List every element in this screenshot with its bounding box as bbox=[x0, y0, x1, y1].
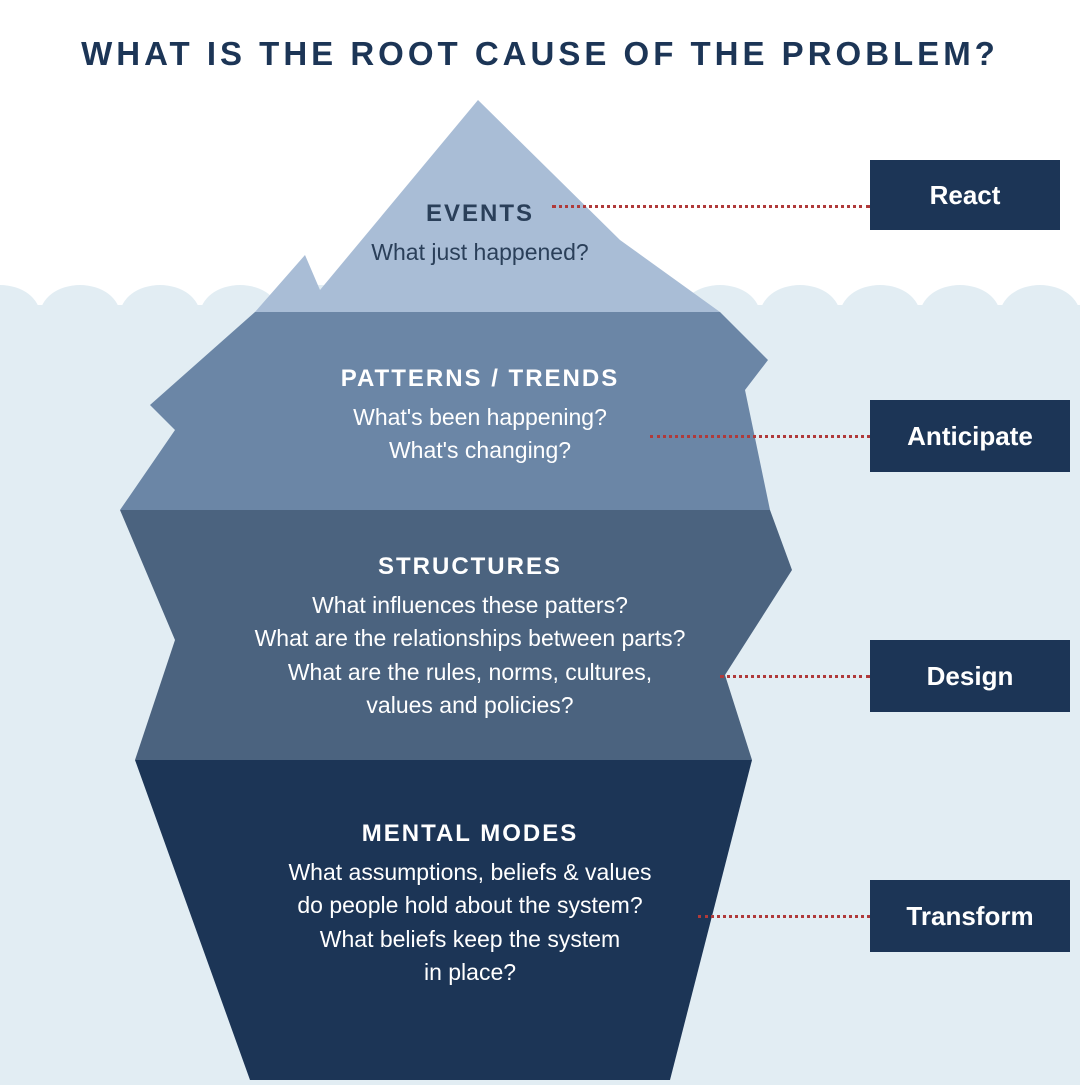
action-react: React bbox=[870, 160, 1060, 230]
action-anticipate: Anticipate bbox=[870, 400, 1070, 472]
layer-events: EVENTS What just happened? bbox=[200, 200, 760, 269]
action-label: Design bbox=[927, 661, 1014, 692]
layer-question: in place? bbox=[190, 956, 750, 989]
action-design: Design bbox=[870, 640, 1070, 712]
layer-title: STRUCTURES bbox=[190, 553, 750, 581]
action-label: React bbox=[930, 180, 1001, 211]
layer-question: What beliefs keep the system bbox=[190, 923, 750, 956]
action-transform: Transform bbox=[870, 880, 1070, 952]
layer-title: PATTERNS / TRENDS bbox=[200, 365, 760, 393]
connector-anticipate bbox=[650, 435, 870, 438]
layer-question: What assumptions, beliefs & values bbox=[190, 856, 750, 889]
layer-question: What are the rules, norms, cultures, bbox=[190, 656, 750, 689]
layer-patterns: PATTERNS / TRENDS What's been happening?… bbox=[200, 365, 760, 468]
layer-question: What influences these patters? bbox=[190, 589, 750, 622]
layer-question: values and policies? bbox=[190, 689, 750, 722]
action-label: Transform bbox=[906, 901, 1033, 932]
connector-transform bbox=[698, 915, 870, 918]
layer-mental-modes: MENTAL MODES What assumptions, beliefs &… bbox=[190, 820, 750, 989]
connector-react bbox=[552, 205, 870, 208]
action-label: Anticipate bbox=[907, 421, 1033, 452]
layer-question: What's changing? bbox=[200, 434, 760, 467]
layer-question: do people hold about the system? bbox=[190, 889, 750, 922]
connector-design bbox=[720, 675, 870, 678]
layer-question: What's been happening? bbox=[200, 401, 760, 434]
layer-title: MENTAL MODES bbox=[190, 820, 750, 848]
layer-question: What are the relationships between parts… bbox=[190, 622, 750, 655]
layer-question: What just happened? bbox=[200, 236, 760, 269]
layer-structures: STRUCTURES What influences these patters… bbox=[190, 553, 750, 722]
